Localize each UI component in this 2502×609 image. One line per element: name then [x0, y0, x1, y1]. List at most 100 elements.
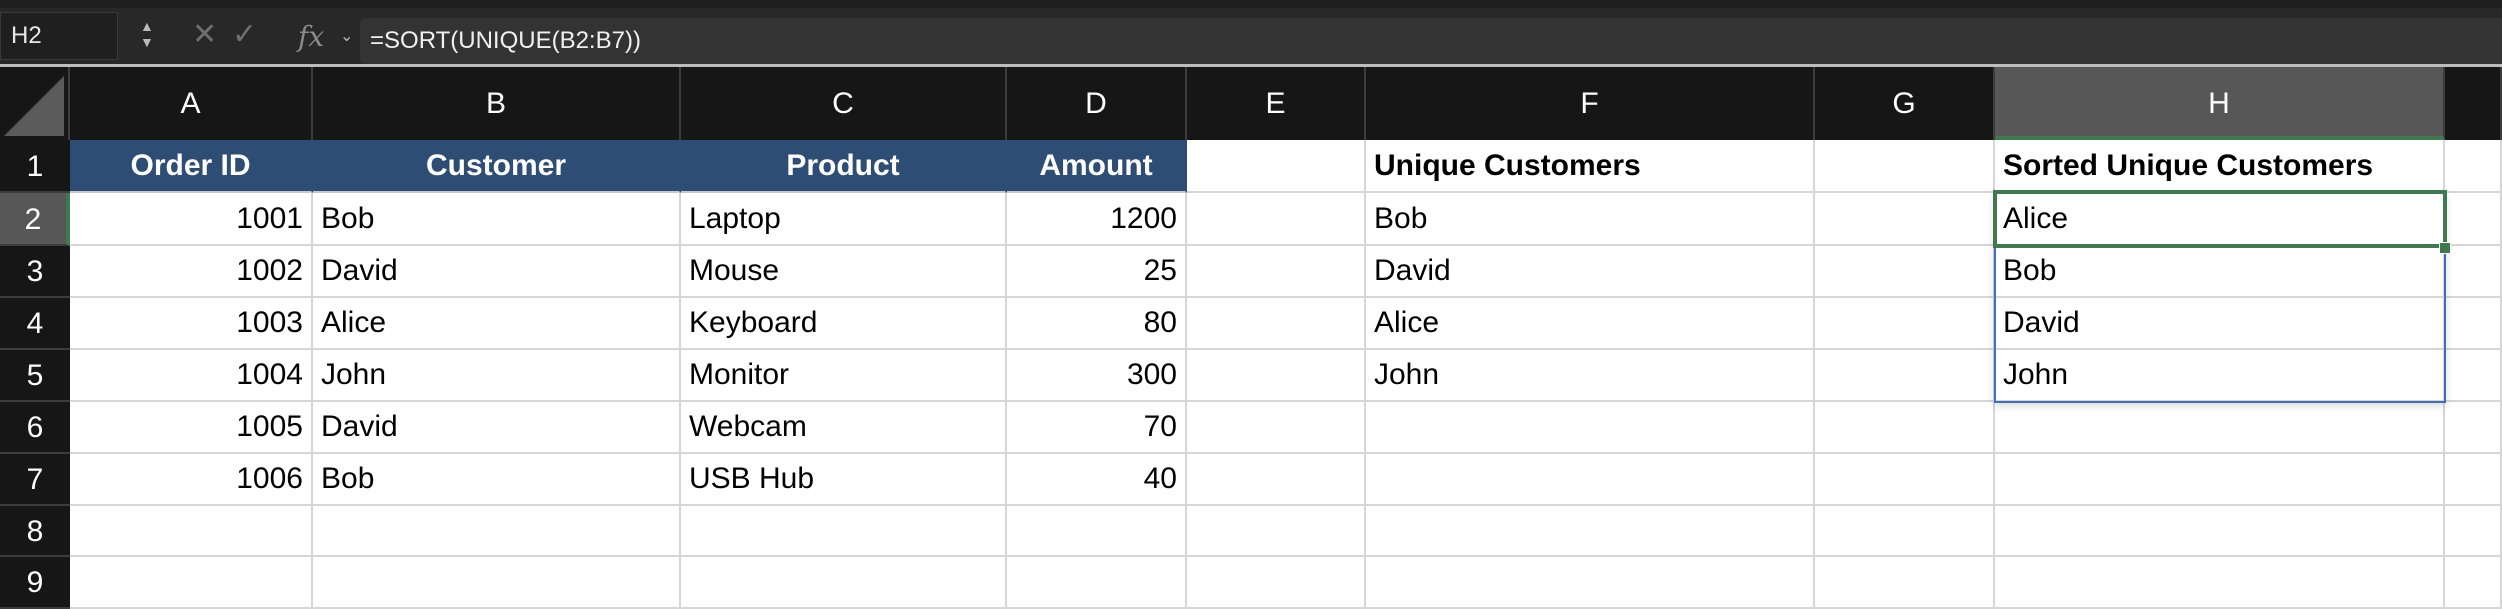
cell-A3[interactable]: 1002	[70, 246, 313, 298]
cell-A8[interactable]	[70, 506, 313, 557]
cell-C8[interactable]	[681, 506, 1007, 557]
row-header-9[interactable]: 9	[0, 557, 70, 609]
cell-A6[interactable]: 1005	[70, 402, 313, 454]
cell-D9[interactable]	[1007, 557, 1187, 609]
insert-function-fx-icon[interactable]: fx	[298, 20, 325, 53]
cell-C5[interactable]: Monitor	[681, 350, 1007, 402]
cell-B9[interactable]	[313, 557, 681, 609]
cell-B4[interactable]: Alice	[313, 298, 681, 350]
cell-I5[interactable]	[2445, 350, 2502, 402]
cell-E9[interactable]	[1187, 557, 1366, 609]
cell-F3[interactable]: David	[1366, 246, 1815, 298]
cell-B6[interactable]: David	[313, 402, 681, 454]
row-header-6[interactable]: 6	[0, 402, 70, 454]
cell-F7[interactable]	[1366, 454, 1815, 506]
cell-H9[interactable]	[1995, 557, 2445, 609]
select-all-corner[interactable]	[0, 67, 70, 140]
cell-F2[interactable]: Bob	[1366, 193, 1815, 246]
cell-D7[interactable]: 40	[1007, 454, 1187, 506]
cell-D6[interactable]: 70	[1007, 402, 1187, 454]
cell-E4[interactable]	[1187, 298, 1366, 350]
cell-F6[interactable]	[1366, 402, 1815, 454]
column-header-G[interactable]: G	[1815, 67, 1995, 140]
enter-check-icon[interactable]: ✓	[232, 18, 258, 51]
cell-B5[interactable]: John	[313, 350, 681, 402]
row-header-4[interactable]: 4	[0, 298, 70, 350]
cell-C9[interactable]	[681, 557, 1007, 609]
cell-E1[interactable]	[1187, 140, 1366, 193]
formula-input[interactable]: =SORT(UNIQUE(B2:B7))	[360, 18, 2502, 64]
name-box[interactable]: H2	[0, 12, 118, 60]
cell-G1[interactable]	[1815, 140, 1995, 193]
cell-I4[interactable]	[2445, 298, 2502, 350]
column-header-I[interactable]	[2445, 67, 2502, 140]
cell-E6[interactable]	[1187, 402, 1366, 454]
cell-G9[interactable]	[1815, 557, 1995, 609]
cell-C1[interactable]: Product	[681, 140, 1007, 193]
column-header-C[interactable]: C	[681, 67, 1007, 140]
cell-B8[interactable]	[313, 506, 681, 557]
cell-B7[interactable]: Bob	[313, 454, 681, 506]
row-header-7[interactable]: 7	[0, 454, 70, 506]
column-header-E[interactable]: E	[1187, 67, 1366, 140]
cell-I9[interactable]	[2445, 557, 2502, 609]
fx-chevron-down-icon[interactable]: ⌄	[340, 28, 354, 45]
cell-D8[interactable]	[1007, 506, 1187, 557]
cell-H7[interactable]	[1995, 454, 2445, 506]
cell-A7[interactable]: 1006	[70, 454, 313, 506]
cell-A2[interactable]: 1001	[70, 193, 313, 246]
cell-G3[interactable]	[1815, 246, 1995, 298]
cell-B3[interactable]: David	[313, 246, 681, 298]
cell-C7[interactable]: USB Hub	[681, 454, 1007, 506]
cell-D3[interactable]: 25	[1007, 246, 1187, 298]
cell-E8[interactable]	[1187, 506, 1366, 557]
cell-G4[interactable]	[1815, 298, 1995, 350]
cell-I6[interactable]	[2445, 402, 2502, 454]
cell-I7[interactable]	[2445, 454, 2502, 506]
cancel-x-icon[interactable]: ✕	[192, 18, 218, 51]
row-header-3[interactable]: 3	[0, 246, 70, 298]
cell-H8[interactable]	[1995, 506, 2445, 557]
cell-F8[interactable]	[1366, 506, 1815, 557]
cell-B2[interactable]: Bob	[313, 193, 681, 246]
column-header-H[interactable]: H	[1995, 67, 2445, 140]
cell-G7[interactable]	[1815, 454, 1995, 506]
cell-G8[interactable]	[1815, 506, 1995, 557]
row-header-5[interactable]: 5	[0, 350, 70, 402]
cell-D4[interactable]: 80	[1007, 298, 1187, 350]
cell-E3[interactable]	[1187, 246, 1366, 298]
fill-handle[interactable]	[2439, 242, 2451, 254]
column-header-A[interactable]: A	[70, 67, 313, 140]
cell-D2[interactable]: 1200	[1007, 193, 1187, 246]
cell-A9[interactable]	[70, 557, 313, 609]
cell-C3[interactable]: Mouse	[681, 246, 1007, 298]
cell-B1[interactable]: Customer	[313, 140, 681, 193]
cell-F5[interactable]: John	[1366, 350, 1815, 402]
cell-F1[interactable]: Unique Customers	[1366, 140, 1815, 193]
column-header-B[interactable]: B	[313, 67, 681, 140]
cell-E5[interactable]	[1187, 350, 1366, 402]
cell-I1[interactable]	[2445, 140, 2502, 193]
cell-G6[interactable]	[1815, 402, 1995, 454]
cell-C6[interactable]: Webcam	[681, 402, 1007, 454]
cell-G5[interactable]	[1815, 350, 1995, 402]
column-header-F[interactable]: F	[1366, 67, 1815, 140]
cell-F9[interactable]	[1366, 557, 1815, 609]
cell-G2[interactable]	[1815, 193, 1995, 246]
cell-E7[interactable]	[1187, 454, 1366, 506]
cell-C2[interactable]: Laptop	[681, 193, 1007, 246]
cell-H1[interactable]: Sorted Unique Customers	[1995, 140, 2445, 193]
row-header-8[interactable]: 8	[0, 506, 70, 557]
cell-I8[interactable]	[2445, 506, 2502, 557]
cell-A5[interactable]: 1004	[70, 350, 313, 402]
column-header-D[interactable]: D	[1007, 67, 1187, 140]
cell-C4[interactable]: Keyboard	[681, 298, 1007, 350]
cell-H6[interactable]	[1995, 402, 2445, 454]
name-box-stepper[interactable]: ▲ ▼	[140, 18, 154, 50]
cell-D1[interactable]: Amount	[1007, 140, 1187, 193]
cell-I2[interactable]	[2445, 193, 2502, 246]
cell-I3[interactable]	[2445, 246, 2502, 298]
cell-D5[interactable]: 300	[1007, 350, 1187, 402]
cell-F4[interactable]: Alice	[1366, 298, 1815, 350]
row-header-2[interactable]: 2	[0, 193, 70, 246]
